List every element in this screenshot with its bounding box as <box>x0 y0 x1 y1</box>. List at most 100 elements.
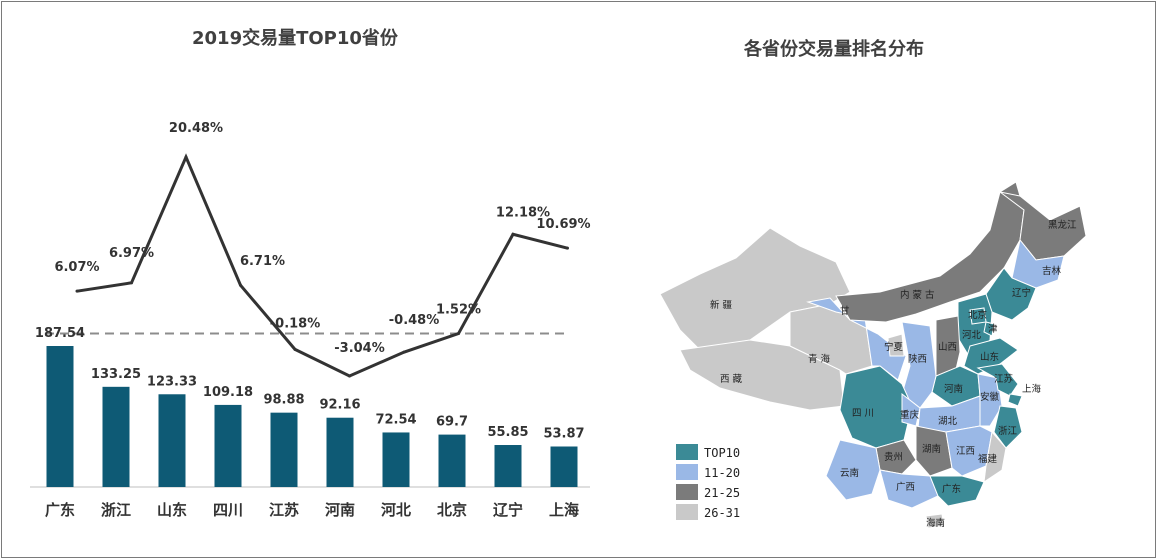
bar <box>102 386 130 487</box>
map-legend: TOP10 11-20 21-25 26-31 <box>676 444 740 520</box>
province-guangdong <box>929 475 985 507</box>
province-label-hunan: 湖南 <box>922 443 941 455</box>
province-xizang <box>679 339 845 411</box>
legend-swatch <box>676 444 698 460</box>
province-label-shanghai: 上海 <box>1022 383 1042 395</box>
bar-value-label: 92.16 <box>319 398 360 413</box>
line-point <box>75 289 79 293</box>
bar-value-label: 133.25 <box>91 367 141 382</box>
legend-label: TOP10 <box>704 446 740 460</box>
province-label-xinjiang: 新 疆 <box>710 299 733 311</box>
bar-value-label: 72.54 <box>375 412 416 427</box>
province-shanxi <box>935 315 961 379</box>
province-shaanxi <box>901 321 937 409</box>
province-label-hainan: 海南 <box>926 517 945 529</box>
province-yunnan <box>825 439 881 501</box>
line-point <box>239 283 242 287</box>
legend-swatch <box>676 504 698 520</box>
legend-swatch <box>676 464 698 480</box>
province-label-xizang: 西 藏 <box>720 373 743 385</box>
line-point <box>511 232 515 236</box>
legend-label: 26-31 <box>704 506 740 520</box>
category-label: 河南 <box>325 501 355 519</box>
bar-value-label: 53.87 <box>543 426 584 441</box>
bar <box>270 412 298 487</box>
province-label-beijing: 北京 <box>968 309 987 321</box>
province-label-qinghai: 青 海 <box>808 353 831 365</box>
legend-label: 21-25 <box>704 486 740 500</box>
province-label-guangxi: 广西 <box>896 481 915 493</box>
bar <box>438 434 466 487</box>
bar-value-label: 98.88 <box>263 393 304 408</box>
province-hainan <box>925 513 945 529</box>
province-label-ningxia: 宁夏 <box>884 341 904 353</box>
province-label-shanxi: 山西 <box>938 342 957 353</box>
legend-swatch <box>676 484 698 500</box>
line-value-label: 6.97% <box>109 246 154 261</box>
province-label-yunnan: 云南 <box>840 467 859 479</box>
province-label-fujian: 福建 <box>978 453 998 465</box>
province-shanghai <box>1007 393 1023 407</box>
province-ningxia <box>887 333 905 357</box>
bar-value-label: 69.7 <box>436 415 468 430</box>
china-map: 新 疆 西 藏 青 海 甘 内 蒙 古 黑龙江 吉林 辽宁 河北 北京 津 山西… <box>659 181 1087 529</box>
province-label-shandong: 山东 <box>980 351 999 363</box>
line-point <box>184 155 188 159</box>
province-label-hebei: 河北 <box>962 329 982 341</box>
province-label-hubei: 湖北 <box>938 416 958 427</box>
province-tianjin <box>983 321 995 337</box>
combo-chart: 187.54 广东 133.25 浙江 123.33 山东 109.18 四川 98.88 江苏 9… <box>30 121 591 519</box>
province-fujian <box>983 430 1007 484</box>
province-label-jiangsu: 江苏 <box>994 373 1014 385</box>
bar <box>382 432 410 487</box>
bar-value-label: 123.33 <box>147 374 197 389</box>
province-label-shaanxi: 陕西 <box>908 353 927 365</box>
bar-value-label: 109.18 <box>203 385 253 400</box>
province-label-jilin: 吉林 <box>1042 265 1062 277</box>
category-label: 四川 <box>213 501 243 519</box>
line-value-label: -3.04% <box>334 341 385 356</box>
line-point <box>402 350 406 354</box>
line-value-label: -0.48% <box>389 313 440 328</box>
province-label-tianjin: 津 <box>988 324 998 335</box>
bar-chart-title: 2019交易量TOP10省份 <box>192 28 398 49</box>
bar <box>326 417 354 487</box>
province-label-guangdong: 广东 <box>942 483 961 495</box>
province-sichuan <box>839 365 913 449</box>
bar <box>550 446 578 487</box>
line-value-label: 12.18% <box>496 205 550 220</box>
bar <box>158 394 186 487</box>
line-point <box>293 347 297 351</box>
growth-line <box>76 153 568 378</box>
province-label-sichuan: 四 川 <box>852 408 874 419</box>
line-point <box>457 332 460 336</box>
legend-label: 11-20 <box>704 466 740 480</box>
province-label-zhejiang: 浙江 <box>998 425 1018 437</box>
category-label: 河北 <box>381 501 411 519</box>
province-label-anhui: 安徽 <box>980 391 1000 403</box>
line-value-label: 6.07% <box>54 260 99 275</box>
bar-value-label: 187.54 <box>35 326 85 341</box>
line-value-label: 10.69% <box>536 217 590 232</box>
province-label-gansu: 甘 <box>840 305 850 317</box>
category-label: 广东 <box>45 501 75 519</box>
category-label: 上海 <box>549 501 579 519</box>
category-label: 江苏 <box>269 501 299 519</box>
province-zhejiang <box>993 405 1023 449</box>
bar <box>46 346 74 487</box>
province-label-liaoning: 辽宁 <box>1012 287 1031 299</box>
category-label: 浙江 <box>101 501 131 519</box>
bar <box>494 445 522 487</box>
province-heilongjiang <box>999 191 1087 261</box>
province-hunan <box>915 425 953 477</box>
province-label-henan: 河南 <box>944 383 963 395</box>
line-value-label: 1.52% <box>436 303 481 318</box>
province-label-jiangxi: 江西 <box>956 446 975 457</box>
line-point <box>130 281 133 285</box>
bar-value-label: 55.85 <box>487 425 528 440</box>
line-value-label: 20.48% <box>169 121 223 136</box>
province-label-guizhou: 贵州 <box>884 451 903 463</box>
line-value-label: -0.18% <box>270 316 321 331</box>
province-label-neimenggu: 内 蒙 古 <box>900 289 935 301</box>
line-point <box>348 374 351 378</box>
